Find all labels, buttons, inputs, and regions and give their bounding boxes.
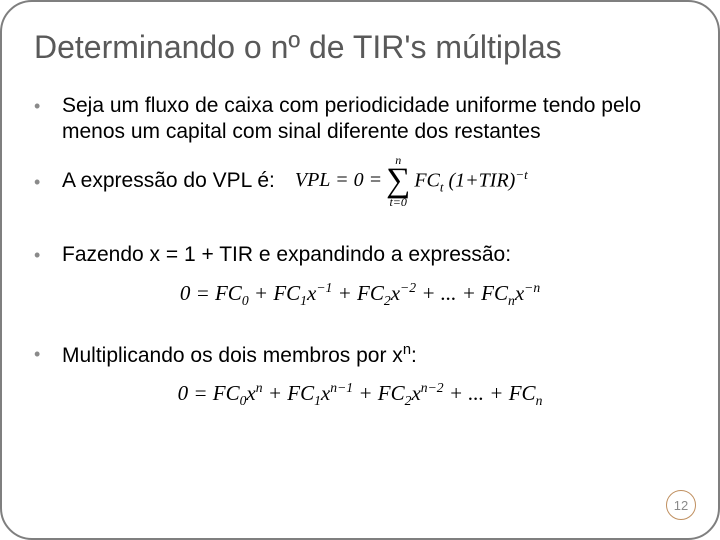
eq2-tn: FC [481, 281, 508, 305]
eq2-t0-sub: 0 [242, 293, 249, 308]
bullet-glyph: • [34, 169, 62, 194]
bullet-glyph: • [34, 242, 62, 267]
eq2-plus2: + [338, 281, 357, 305]
eq3-t2: FC [378, 381, 405, 405]
eq2-t1: FC [273, 281, 300, 305]
eq3-t2-exp: n−2 [421, 380, 444, 395]
eq3-lead: 0 = [178, 381, 213, 405]
eq2-t2-exp: −2 [400, 280, 416, 295]
eq2-t1-sub: 1 [300, 293, 307, 308]
b4-pre: Multiplicando os dois membros por x [62, 344, 403, 367]
eq2-t2: FC [357, 281, 384, 305]
eq2-t1-exp: −1 [316, 280, 332, 295]
eq3-plus2: + [358, 381, 377, 405]
fc-sub: t [440, 179, 444, 194]
b4-post: : [411, 344, 417, 367]
eq2-t2-x: x [391, 281, 400, 305]
sum-lower: t=0 [389, 196, 406, 208]
vpl-term: FCt (1+TIR)−t [414, 167, 527, 196]
eq3-tn: FC [509, 381, 536, 405]
eq3-t1-exp: n−1 [330, 380, 353, 395]
eq3-t1-x: x [321, 381, 330, 405]
summation-icon: n ∑ t=0 [386, 154, 410, 209]
page-number: 12 [674, 498, 688, 513]
vpl-lhs: VPL = 0 = [295, 168, 382, 193]
eq2-tn-sub: n [508, 293, 515, 308]
eq3-t1: FC [287, 381, 314, 405]
eq3-tn-sub: n [536, 393, 543, 408]
eq2-plus1: + [254, 281, 273, 305]
eq3-t2-x: x [411, 381, 420, 405]
slide-body: • Seja um fluxo de caixa com periodicida… [34, 93, 686, 409]
vpl-exp: −t [515, 167, 527, 182]
eq2-dots: + ... + [421, 281, 481, 305]
bullet-item-2: • A expressão do VPL é: VPL = 0 = n ∑ t=… [34, 154, 686, 209]
bullet-item-3: • Fazendo x = 1 + TIR e expandindo a exp… [34, 242, 686, 268]
fc-base: FC [414, 169, 440, 191]
slide-title: Determinando o nº de TIR's múltiplas [34, 30, 686, 65]
slide-frame: Determinando o nº de TIR's múltiplas • S… [0, 0, 720, 540]
eq2-t0: FC [215, 281, 242, 305]
bullet-item-1: • Seja um fluxo de caixa com periodicida… [34, 93, 686, 146]
eq2-tn-x: x [515, 281, 524, 305]
eq2-lead: 0 = [180, 281, 215, 305]
bullet-text-2: A expressão do VPL é: [62, 168, 275, 194]
eq3-dots: + ... + [449, 381, 509, 405]
bullet-glyph: • [34, 341, 62, 366]
eq3-t1-sub: 1 [314, 393, 321, 408]
sigma-icon: ∑ [386, 166, 410, 197]
b4-exp: n [403, 342, 411, 358]
eq3-t0-x: x [246, 381, 255, 405]
eq3-t0: FC [213, 381, 240, 405]
bullet-text-4: Multiplicando os dois membros por xn: [62, 341, 686, 369]
eq3-t0-exp: n [256, 380, 263, 395]
page-number-badge: 12 [666, 490, 696, 520]
bullet-item-4: • Multiplicando os dois membros por xn: [34, 341, 686, 369]
vpl-formula: VPL = 0 = n ∑ t=0 FCt (1+TIR)−t [295, 154, 686, 209]
vpl-paren: (1+TIR) [449, 169, 516, 191]
bullet-text-3: Fazendo x = 1 + TIR e expandindo a expre… [62, 242, 686, 268]
spacer [34, 331, 686, 341]
spacer [34, 216, 686, 242]
bullet-text-1: Seja um fluxo de caixa com periodicidade… [62, 93, 686, 146]
equation-3: 0 = FC0xn + FC1xn−1 + FC2xn−2 + ... + FC… [34, 379, 686, 409]
eq2-t1-x: x [307, 281, 316, 305]
equation-2: 0 = FC0 + FC1x−1 + FC2x−2 + ... + FCnx−n [34, 279, 686, 309]
bullet-glyph: • [34, 93, 62, 118]
eq2-t2-sub: 2 [384, 293, 391, 308]
eq3-plus1: + [268, 381, 287, 405]
eq2-tn-exp: −n [524, 280, 540, 295]
